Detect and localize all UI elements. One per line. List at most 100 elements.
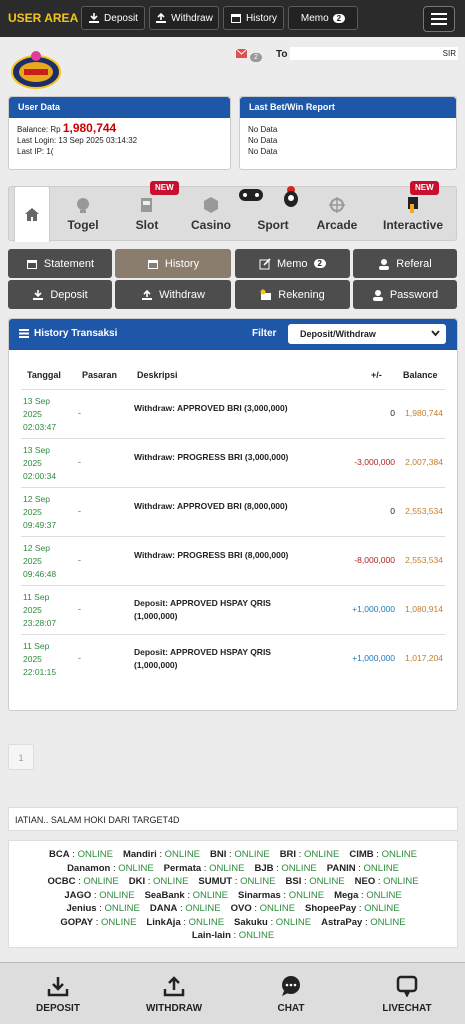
col-tanggal: Tanggal xyxy=(27,370,61,380)
category-slot[interactable]: Slot xyxy=(117,187,177,242)
top-withdraw-button[interactable]: Withdraw xyxy=(149,6,219,30)
hamburger-menu-button[interactable] xyxy=(423,6,455,32)
top-memo-label: Memo xyxy=(300,12,329,24)
row-description: Withdraw: PROGRESS BRI (8,000,000) xyxy=(134,550,289,560)
rooster-icon xyxy=(284,186,298,207)
bank-status-item: GOPAY : ONLINE xyxy=(60,916,137,928)
category-togel[interactable]: Togel xyxy=(53,187,113,242)
list-icon xyxy=(19,329,29,338)
filter-value: Deposit/Withdraw xyxy=(300,329,376,339)
row-description: Deposit: APPROVED HSPAY QRIS (1,000,000) xyxy=(134,647,271,670)
bank-status-row: GOPAY : ONLINE LinkAja : ONLINE Sakuku :… xyxy=(9,916,457,930)
brand-title: USER AREA xyxy=(8,11,79,25)
bottom-livechat-button[interactable]: LIVECHAT xyxy=(349,963,465,1024)
new-badge-slot: NEW xyxy=(150,181,179,195)
table-row: 11 Sep 2025 23:28:07 - Deposit: APPROVED H… xyxy=(21,585,445,634)
user-icon xyxy=(372,289,383,301)
bank-status-item: Danamon : ONLINE xyxy=(67,862,154,874)
bank-status-item: Sinarmas : ONLINE xyxy=(238,889,325,901)
bottom-livechat-label: LIVECHAT xyxy=(382,1002,432,1014)
bank-status-row: BCA : ONLINE Mandiri : ONLINE BNI : ONLI… xyxy=(9,848,457,862)
row-balance: 1,017,204 xyxy=(405,653,443,663)
bottom-withdraw-label: WITHDRAW xyxy=(145,1002,203,1014)
table-row: 13 Sep 2025 02:00:34 - Withdraw: PROGRESS … xyxy=(21,438,445,487)
deposit-icon xyxy=(89,13,100,23)
user-icon xyxy=(379,258,390,270)
top-memo-button[interactable]: Memo 2 xyxy=(288,6,358,30)
withdraw-icon xyxy=(142,289,153,300)
col-amount: +/- xyxy=(371,370,382,380)
top-history-button[interactable]: History xyxy=(223,6,284,30)
bottom-deposit-button[interactable]: DEPOSIT xyxy=(0,963,116,1024)
bank-status-item: BCA : ONLINE xyxy=(49,849,113,860)
bank-status-item: JAGO : ONLINE xyxy=(64,889,135,901)
bank-status-item: DANA : ONLINE xyxy=(149,903,221,914)
category-interactive[interactable]: Interactive xyxy=(377,187,449,242)
row-pasaran: - xyxy=(78,555,81,565)
statement-label: Statement xyxy=(43,257,95,270)
calendar-icon xyxy=(147,259,158,269)
bottom-deposit-label: DEPOSIT xyxy=(36,1002,80,1014)
row-date: 11 Sep 2025 23:28:07 xyxy=(23,592,57,628)
table-row: 11 Sep 2025 22:01:15 - Deposit: APPROVED H… xyxy=(21,634,445,683)
category-casino[interactable]: Casino xyxy=(181,187,241,242)
referal-button[interactable]: Referal xyxy=(353,249,457,278)
row-balance: 1,980,744 xyxy=(405,408,443,418)
row-pasaran: - xyxy=(78,457,81,467)
memo-count-badge: 2 xyxy=(313,259,326,268)
table-row: 12 Sep 2025 09:46:48 - Withdraw: PROGRESS … xyxy=(21,536,445,585)
row-date: 12 Sep 2025 09:49:37 xyxy=(23,494,57,530)
filter-select[interactable]: Deposit/Withdraw xyxy=(288,324,446,344)
col-balance: Balance xyxy=(403,370,438,380)
bank-status-item: LinkAja : ONLINE xyxy=(146,916,225,928)
col-pasaran: Pasaran xyxy=(82,370,118,380)
password-button[interactable]: Password xyxy=(353,280,457,309)
row-date: 13 Sep 2025 02:00:34 xyxy=(23,445,57,481)
pagination-page-1[interactable]: 1 xyxy=(8,744,34,770)
dice-icon xyxy=(204,197,218,213)
bank-status-row: Jenius : ONLINE DANA : ONLINE OVO : ONLI… xyxy=(9,902,457,916)
last-login: Last Login: 13 Sep 2025 03:14:32 xyxy=(17,136,138,145)
last-bet-card: Last Bet/Win Report No Data No Data No D… xyxy=(239,96,457,170)
bank-status-item: OCBC : ONLINE xyxy=(47,876,119,887)
category-arcade[interactable]: Arcade xyxy=(307,187,367,242)
bottom-withdraw-button[interactable]: WITHDRAW xyxy=(116,963,232,1024)
site-logo[interactable] xyxy=(10,48,62,92)
category-sport[interactable]: Sport xyxy=(243,187,303,242)
row-amount: -8,000,000 xyxy=(354,555,395,565)
touch-screen-icon xyxy=(408,197,418,213)
top-deposit-button[interactable]: Deposit xyxy=(81,6,145,30)
new-badge-interactive: NEW xyxy=(410,181,439,195)
deposit-icon xyxy=(33,289,44,300)
withdraw-icon xyxy=(156,12,167,23)
row-date: 11 Sep 2025 22:01:15 xyxy=(23,641,57,677)
to-label: To xyxy=(276,49,288,60)
bottom-chat-label: CHAT xyxy=(277,1002,305,1014)
category-home[interactable] xyxy=(14,186,50,242)
deposit-button[interactable]: Deposit xyxy=(8,280,112,309)
memo-count-badge: 2 xyxy=(332,13,346,23)
withdraw-button[interactable]: Withdraw xyxy=(115,280,231,309)
row-date: 12 Sep 2025 09:46:48 xyxy=(23,543,57,579)
bank-status-item: SeaBank : ONLINE xyxy=(144,889,228,901)
last-bet-title: Last Bet/Win Report xyxy=(240,97,456,118)
history-title: History Transaksi xyxy=(19,328,117,339)
bank-status-item: NEO : ONLINE xyxy=(354,876,419,887)
bank-status-item: Lain-lain : ONLINE xyxy=(191,930,275,941)
gamepad-icon xyxy=(239,189,263,201)
mail-icon[interactable] xyxy=(236,49,247,58)
bank-status-item: Mega : ONLINE xyxy=(334,889,402,901)
bank-status-item: PANIN : ONLINE xyxy=(326,862,399,874)
row-amount: 0 xyxy=(390,506,395,516)
row-amount: +1,000,000 xyxy=(352,604,395,614)
rekening-button[interactable]: Rekening xyxy=(235,280,350,309)
row-pasaran: - xyxy=(78,653,81,663)
statement-button[interactable]: Statement xyxy=(8,249,112,278)
history-button[interactable]: History xyxy=(115,249,231,278)
memo-button[interactable]: Memo 2 xyxy=(235,249,350,278)
referal-label: Referal xyxy=(396,257,432,270)
bank-status-row: Lain-lain : ONLINE xyxy=(9,929,457,943)
bottom-chat-button[interactable]: CHAT xyxy=(233,963,349,1024)
row-pasaran: - xyxy=(78,408,81,418)
category-label: Sport xyxy=(257,218,289,232)
